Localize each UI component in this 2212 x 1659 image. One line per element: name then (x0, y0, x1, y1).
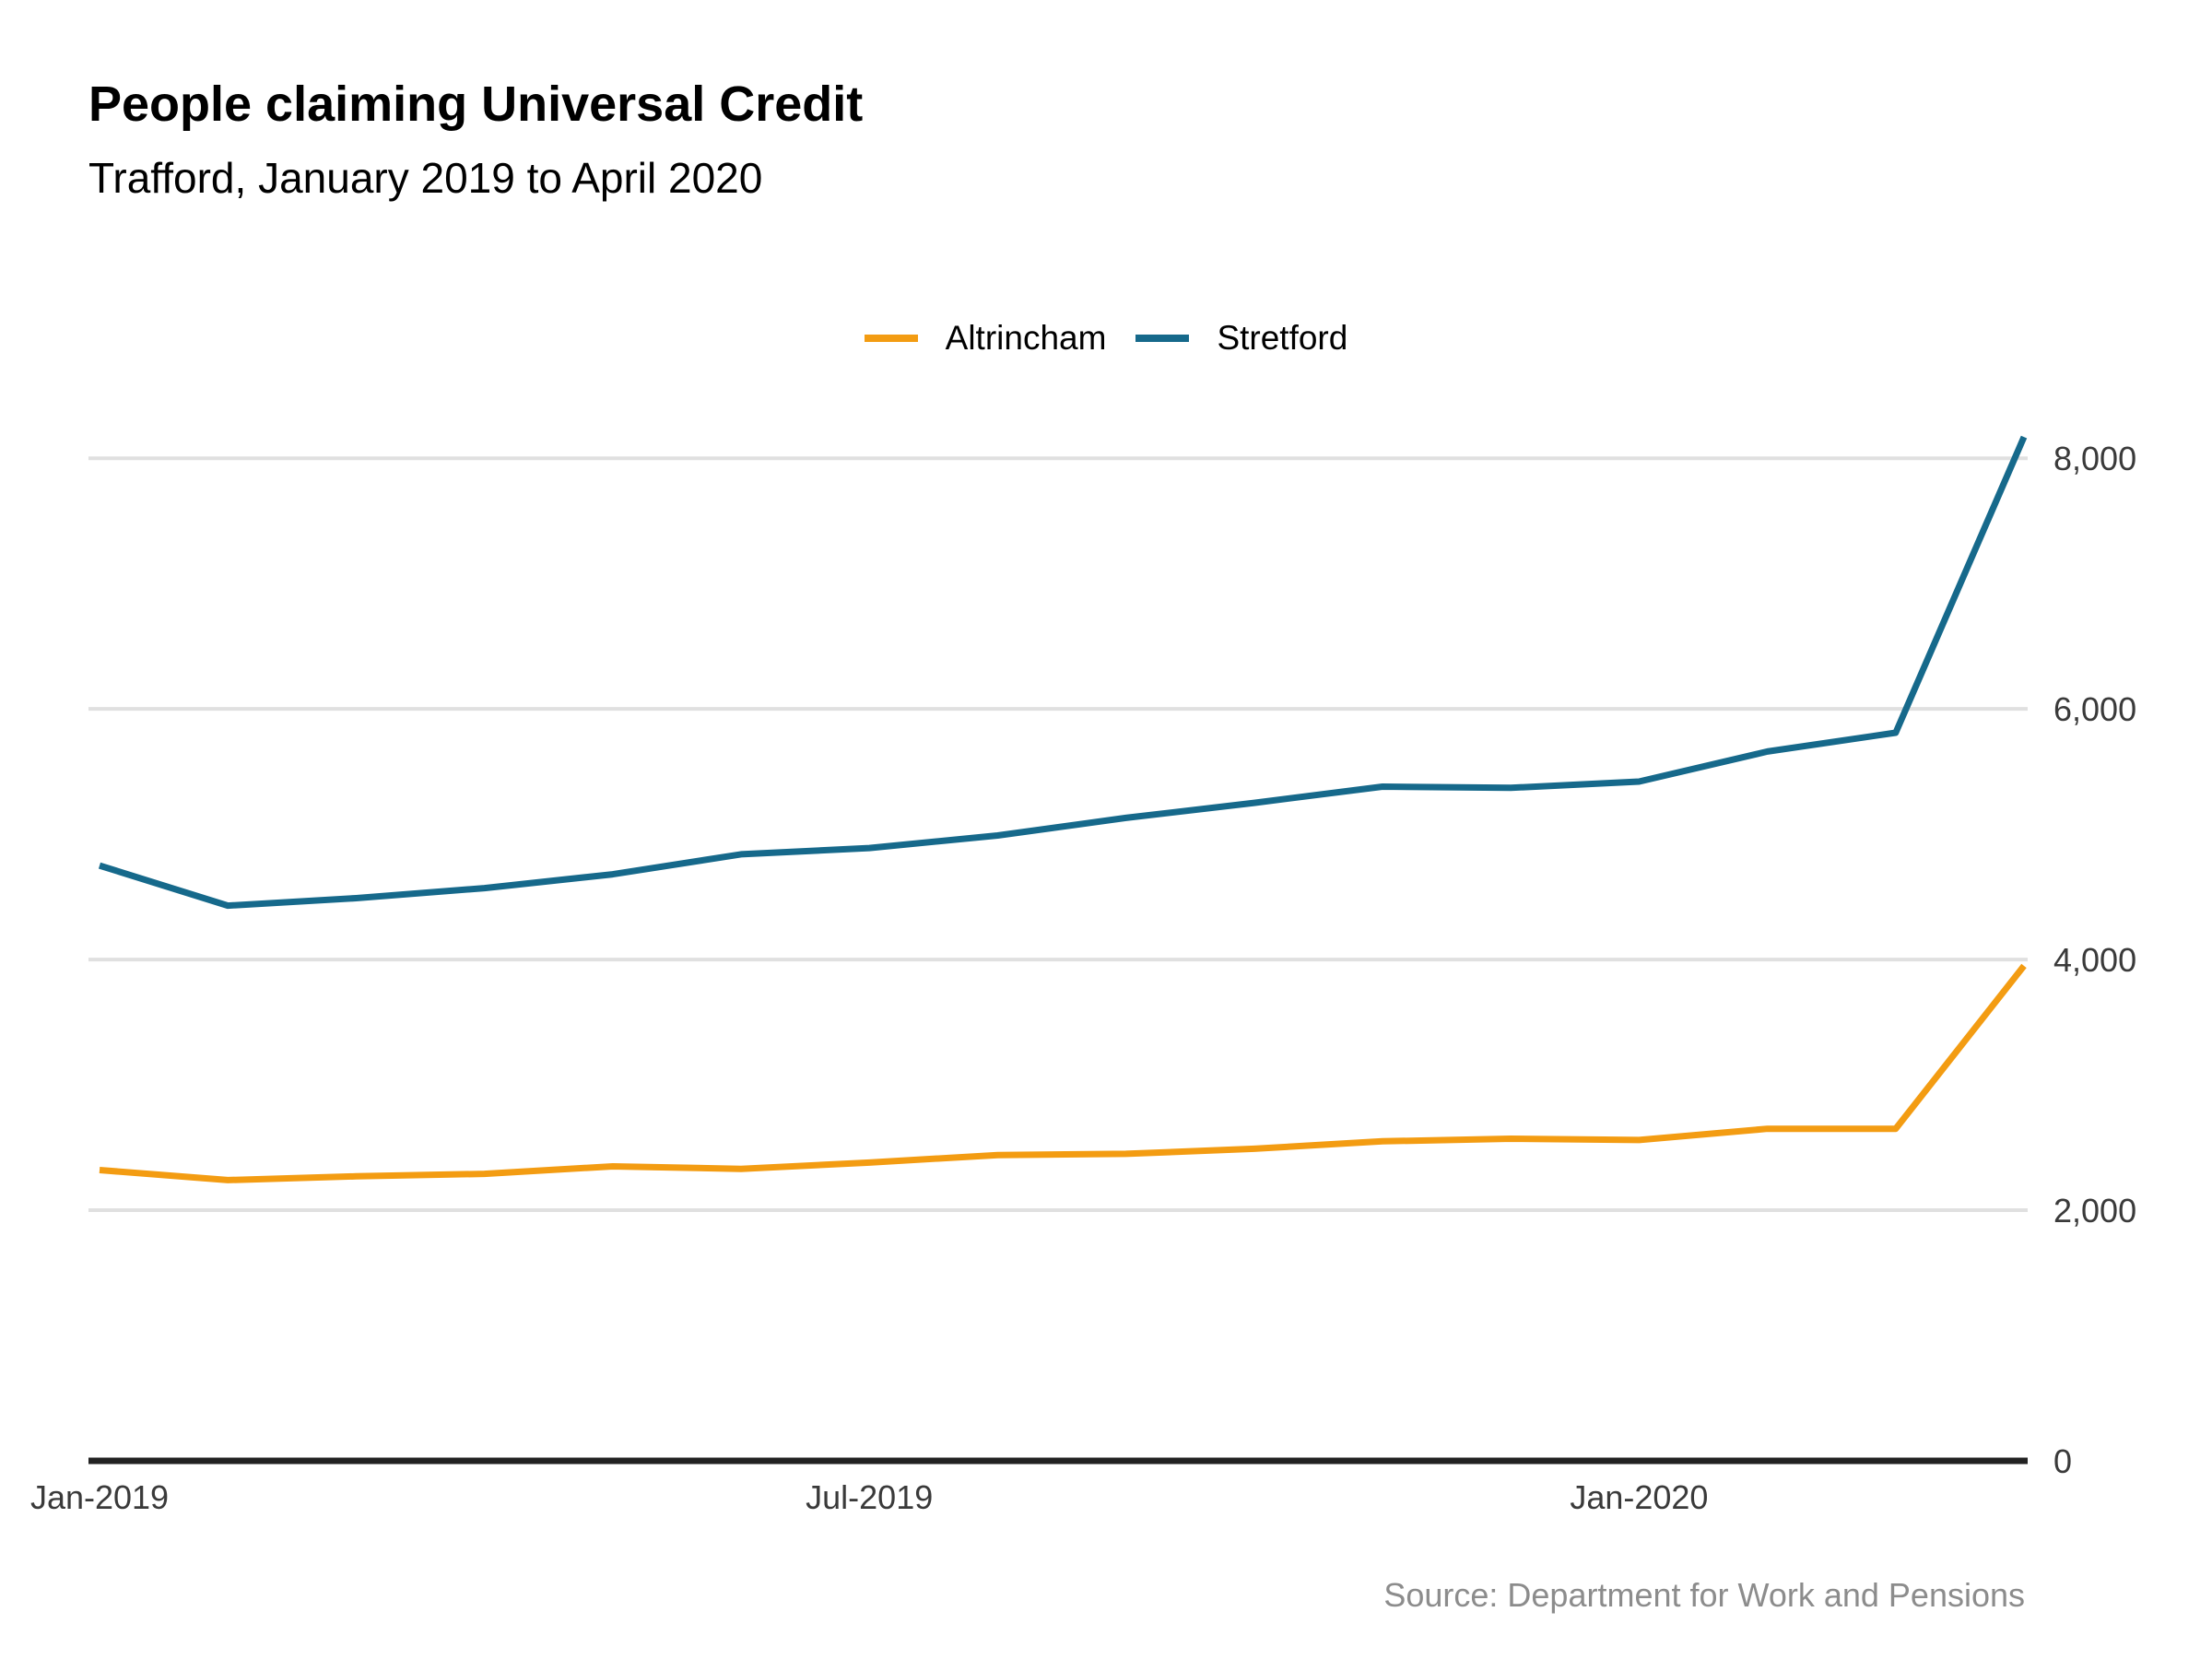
legend-label-altrincham: Altrincham (945, 319, 1107, 357)
source-note: Source: Department for Work and Pensions (1383, 1576, 2025, 1614)
y-tick-label: 6,000 (2053, 690, 2136, 728)
legend-swatch-altrincham (864, 335, 918, 342)
y-tick-label: 2,000 (2053, 1192, 2136, 1230)
series-lines (98, 435, 2028, 1183)
chart-title: People claiming Universal Credit (88, 76, 864, 132)
chart-subtitle: Trafford, January 2019 to April 2020 (88, 154, 763, 202)
series-line-altrincham (99, 963, 2027, 1183)
y-tick-label: 0 (2053, 1442, 2072, 1480)
legend-item-altrincham: Altrincham (864, 319, 1107, 358)
gridlines (88, 456, 2028, 1465)
series-line-stretford (98, 435, 2028, 910)
y-tick-label: 4,000 (2053, 941, 2136, 979)
y-axis-ticks: 0 2,000 4,000 6,000 8,000 (2053, 440, 2136, 1480)
legend: Altrincham Stretford (0, 319, 2212, 358)
x-tick-label: Jan-2019 (30, 1478, 169, 1516)
y-tick-label: 8,000 (2053, 440, 2136, 477)
legend-swatch-stretford (1135, 335, 1190, 342)
x-tick-label: Jul-2019 (806, 1478, 933, 1516)
legend-label-stretford: Stretford (1217, 319, 1348, 357)
legend-item-stretford: Stretford (1135, 319, 1347, 358)
x-axis-ticks: Jan-2019 Jul-2019 Jan-2020 (30, 1478, 1709, 1516)
x-tick-label: Jan-2020 (1570, 1478, 1708, 1516)
